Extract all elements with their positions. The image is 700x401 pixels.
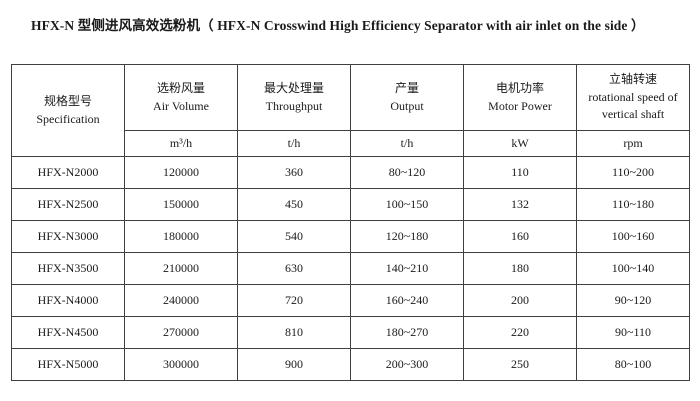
cell-shaft-speed: 90~110 xyxy=(576,316,690,349)
header-cell-output: 产量 Output xyxy=(350,64,464,131)
unit-cell-motor-power: kW xyxy=(463,130,577,157)
header-cell-air-volume: 选粉风量 Air Volume xyxy=(124,64,238,131)
cell-throughput: 450 xyxy=(237,188,351,221)
page-title: HFX-N 型侧进风高效选粉机（ HFX-N Crosswind High Ef… xyxy=(31,18,645,33)
cell-output: 120~180 xyxy=(350,220,464,253)
cell-model: HFX-N4500 xyxy=(11,316,125,349)
table-row: HFX-N2500 150000 450 100~150 132 110~180 xyxy=(11,188,690,221)
cell-motor-power: 220 xyxy=(463,316,577,349)
table-row: HFX-N3500 210000 630 140~210 180 100~140 xyxy=(11,252,690,285)
header-throughput-zh: 最大处理量 xyxy=(263,81,324,96)
header-specification-en: Specification xyxy=(36,111,100,126)
cell-model: HFX-N5000 xyxy=(11,348,125,381)
header-specification-zh: 规格型号 xyxy=(43,94,92,109)
cell-output: 200~300 xyxy=(350,348,464,381)
cell-model: HFX-N2000 xyxy=(11,156,125,189)
cell-shaft-speed: 80~100 xyxy=(576,348,690,381)
cell-motor-power: 132 xyxy=(463,188,577,221)
cell-model: HFX-N2500 xyxy=(11,188,125,221)
cell-throughput: 630 xyxy=(237,252,351,285)
cell-motor-power: 160 xyxy=(463,220,577,253)
unit-cell-air-volume: m³/h xyxy=(124,130,238,157)
cell-shaft-speed: 100~160 xyxy=(576,220,690,253)
header-vertical-shaft-speed-en: rotational speed of vertical shaft xyxy=(588,89,678,122)
header-cell-specification: 规格型号 Specification xyxy=(11,64,125,157)
cell-model: HFX-N3500 xyxy=(11,252,125,285)
cell-output: 160~240 xyxy=(350,284,464,317)
table-row: HFX-N4500 270000 810 180~270 220 90~110 xyxy=(11,316,690,349)
cell-motor-power: 200 xyxy=(463,284,577,317)
unit-cell-throughput: t/h xyxy=(237,130,351,157)
unit-cell-vertical-shaft-speed: rpm xyxy=(576,130,690,157)
header-air-volume-en: Air Volume xyxy=(153,98,209,113)
cell-shaft-speed: 110~180 xyxy=(576,188,690,221)
header-throughput-en: Throughput xyxy=(265,98,323,113)
unit-cell-output: t/h xyxy=(350,130,464,157)
header-output-zh: 产量 xyxy=(394,81,419,96)
cell-air-volume: 270000 xyxy=(124,316,238,349)
cell-shaft-speed: 100~140 xyxy=(576,252,690,285)
specification-table: 规格型号 Specification 选粉风量 Air Volume 最大处理量… xyxy=(11,64,690,381)
cell-air-volume: 120000 xyxy=(124,156,238,189)
units-row: m³/h t/h t/h kW rpm xyxy=(12,130,690,157)
header-motor-power-zh: 电机功率 xyxy=(495,81,544,96)
cell-output: 80~120 xyxy=(350,156,464,189)
cell-throughput: 720 xyxy=(237,284,351,317)
header-row: 规格型号 Specification 选粉风量 Air Volume 最大处理量… xyxy=(11,64,690,157)
cell-output: 180~270 xyxy=(350,316,464,349)
cell-shaft-speed: 110~200 xyxy=(576,156,690,189)
cell-motor-power: 180 xyxy=(463,252,577,285)
table-row: HFX-N2000 120000 360 80~120 110 110~200 xyxy=(11,156,690,189)
cell-output: 140~210 xyxy=(350,252,464,285)
cell-air-volume: 240000 xyxy=(124,284,238,317)
cell-throughput: 540 xyxy=(237,220,351,253)
cell-throughput: 900 xyxy=(237,348,351,381)
header-output-en: Output xyxy=(390,98,424,113)
cell-model: HFX-N4000 xyxy=(11,284,125,317)
cell-throughput: 360 xyxy=(237,156,351,189)
header-cell-throughput: 最大处理量 Throughput xyxy=(237,64,351,131)
cell-model: HFX-N3000 xyxy=(11,220,125,253)
cell-air-volume: 300000 xyxy=(124,348,238,381)
cell-throughput: 810 xyxy=(237,316,351,349)
table-row: HFX-N4000 240000 720 160~240 200 90~120 xyxy=(11,284,690,317)
cell-output: 100~150 xyxy=(350,188,464,221)
cell-air-volume: 180000 xyxy=(124,220,238,253)
table-row: HFX-N3000 180000 540 120~180 160 100~160 xyxy=(11,220,690,253)
table-row: HFX-N5000 300000 900 200~300 250 80~100 xyxy=(11,348,690,381)
cell-motor-power: 110 xyxy=(463,156,577,189)
header-air-volume-zh: 选粉风量 xyxy=(156,81,205,96)
header-cell-vertical-shaft-speed: 立轴转速 rotational speed of vertical shaft xyxy=(576,64,690,131)
header-motor-power-en: Motor Power xyxy=(488,98,552,113)
cell-shaft-speed: 90~120 xyxy=(576,284,690,317)
cell-air-volume: 210000 xyxy=(124,252,238,285)
header-vertical-shaft-speed-zh: 立轴转速 xyxy=(608,72,657,87)
header-cell-motor-power: 电机功率 Motor Power xyxy=(463,64,577,131)
cell-motor-power: 250 xyxy=(463,348,577,381)
cell-air-volume: 150000 xyxy=(124,188,238,221)
